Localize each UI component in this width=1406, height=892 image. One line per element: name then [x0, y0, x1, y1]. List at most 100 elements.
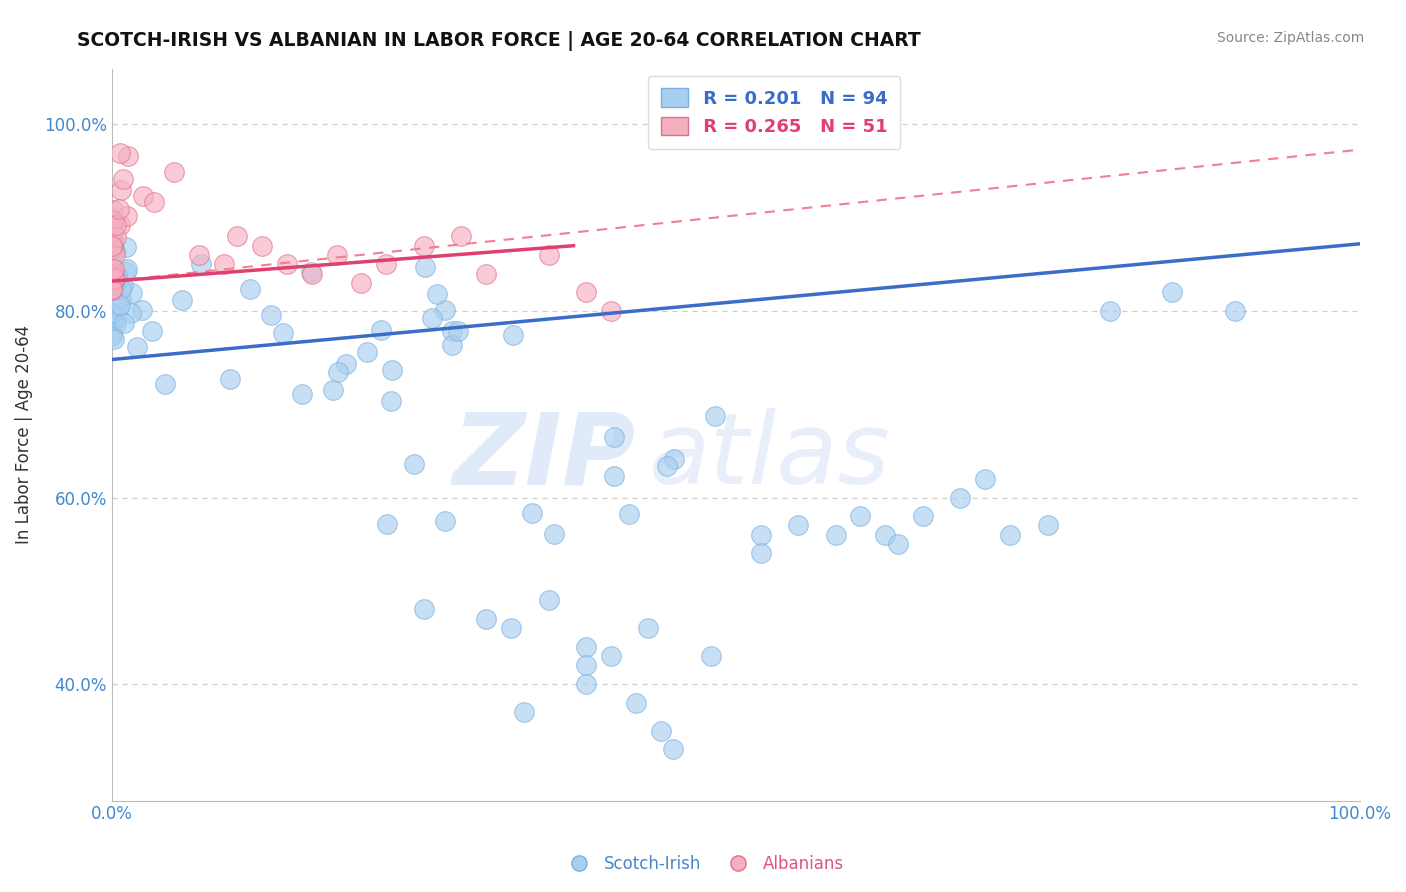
Point	[824, 528, 846, 542]
Point	[103, 271, 125, 285]
Text: atlas: atlas	[648, 408, 890, 505]
Point	[112, 278, 135, 293]
Point	[103, 271, 125, 285]
Point	[475, 267, 498, 281]
Point	[420, 311, 443, 326]
Point	[949, 491, 972, 505]
Point	[1036, 518, 1059, 533]
Point	[849, 509, 872, 524]
Point	[103, 309, 125, 323]
Point	[426, 286, 449, 301]
Point	[446, 324, 468, 338]
Point	[662, 452, 685, 467]
Point	[250, 238, 273, 252]
Point	[108, 298, 131, 312]
Point	[104, 244, 127, 258]
Y-axis label: In Labor Force | Age 20-64: In Labor Force | Age 20-64	[15, 325, 32, 544]
Point	[101, 306, 124, 320]
Point	[502, 327, 524, 342]
Point	[402, 458, 425, 472]
Point	[172, 293, 194, 307]
Point	[655, 459, 678, 474]
Point	[212, 257, 235, 271]
Point	[787, 518, 810, 533]
Point	[501, 621, 523, 635]
Point	[225, 229, 247, 244]
Point	[219, 372, 242, 386]
Point	[105, 310, 128, 325]
Point	[155, 377, 177, 392]
Point	[260, 308, 283, 322]
Text: SCOTCH-IRISH VS ALBANIAN IN LABOR FORCE | AGE 20-64 CORRELATION CHART: SCOTCH-IRISH VS ALBANIAN IN LABOR FORCE …	[77, 31, 921, 51]
Point	[101, 213, 124, 227]
Point	[520, 507, 543, 521]
Point	[101, 275, 124, 289]
Point	[104, 274, 127, 288]
Point	[335, 357, 357, 371]
Point	[322, 384, 344, 398]
Point	[104, 218, 127, 232]
Point	[110, 282, 132, 296]
Point	[911, 509, 934, 524]
Point	[101, 237, 124, 252]
Point	[112, 316, 135, 330]
Point	[141, 324, 163, 338]
Point	[115, 209, 138, 223]
Text: ZIP: ZIP	[453, 408, 636, 505]
Point	[475, 612, 498, 626]
Point	[101, 230, 124, 244]
Point	[377, 517, 399, 532]
Point	[575, 640, 598, 654]
Point	[101, 265, 124, 279]
Point	[103, 241, 125, 255]
Point	[537, 593, 560, 607]
Point	[101, 268, 124, 283]
Point	[624, 696, 647, 710]
Point	[132, 189, 155, 203]
Point	[104, 317, 127, 331]
Legend:  R = 0.201   N = 94,  R = 0.265   N = 51: R = 0.201 N = 94, R = 0.265 N = 51	[648, 76, 900, 149]
Point	[271, 326, 294, 341]
Point	[350, 276, 373, 290]
Point	[600, 648, 623, 663]
Point	[121, 285, 143, 300]
Point	[375, 257, 398, 271]
Point	[1223, 304, 1246, 318]
Point	[120, 306, 142, 320]
Point	[131, 302, 153, 317]
Point	[440, 338, 463, 352]
Point	[433, 515, 456, 529]
Point	[413, 260, 436, 274]
Point	[575, 658, 598, 673]
Point	[450, 229, 472, 244]
Point	[101, 274, 124, 288]
Point	[101, 282, 124, 296]
Point	[603, 469, 626, 483]
Point	[101, 247, 124, 261]
Point	[575, 285, 598, 300]
Point	[107, 276, 129, 290]
Point	[101, 329, 124, 343]
Point	[356, 344, 378, 359]
Point	[617, 508, 640, 522]
Point	[575, 677, 598, 691]
Point	[143, 194, 166, 209]
Point	[110, 183, 132, 197]
Legend: Scotch-Irish, Albanians: Scotch-Irish, Albanians	[555, 848, 851, 880]
Point	[875, 528, 897, 542]
Point	[512, 705, 534, 719]
Point	[380, 362, 402, 376]
Point	[998, 528, 1021, 542]
Point	[105, 269, 128, 284]
Point	[103, 277, 125, 291]
Point	[101, 271, 124, 285]
Point	[104, 248, 127, 262]
Point	[101, 211, 124, 226]
Point	[537, 248, 560, 262]
Point	[749, 546, 772, 560]
Point	[101, 203, 124, 218]
Point	[103, 266, 125, 280]
Point	[117, 149, 139, 163]
Point	[441, 324, 464, 338]
Point	[101, 214, 124, 228]
